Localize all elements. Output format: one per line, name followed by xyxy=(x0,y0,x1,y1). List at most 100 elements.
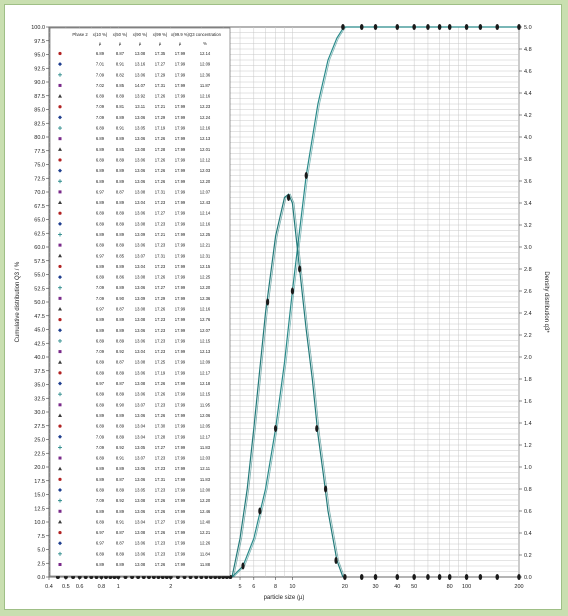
table-cell: 12.36 xyxy=(200,72,211,77)
left-tick-label: 15.0 xyxy=(34,493,45,499)
table-unit: % xyxy=(203,41,207,46)
table-cell: 13.08 xyxy=(135,562,146,567)
table-cell: 17.29 xyxy=(155,115,166,120)
density-marker xyxy=(298,265,302,273)
table-cell: 13.08 xyxy=(135,147,146,152)
table-cell: 8.92 xyxy=(116,349,125,354)
table-cell: 7.09 xyxy=(96,115,105,120)
left-tick-label: 25.0 xyxy=(34,438,45,444)
table-row-marker xyxy=(58,264,62,269)
table-cell: 13.05 xyxy=(135,487,146,492)
table-cell: 13.06 xyxy=(135,509,146,514)
table-cell: 17.99 xyxy=(175,168,186,173)
table-cell: 17.99 xyxy=(175,328,186,333)
table-header: x(99.9 %) xyxy=(171,32,190,37)
cumulative-marker xyxy=(290,287,295,295)
table-cell: 6.89 xyxy=(96,466,105,471)
table-cell: 17.99 xyxy=(175,413,186,418)
table-cell: 17.99 xyxy=(175,51,186,56)
table-row-marker xyxy=(58,62,62,67)
table-cell: 8.89 xyxy=(116,168,125,173)
table-cell: 12.21 xyxy=(200,243,211,248)
table-cell: 12.11 xyxy=(200,466,211,471)
table-cell: 6.89 xyxy=(96,562,105,567)
table-cell: 14.07 xyxy=(135,83,146,88)
left-tick-label: 20.0 xyxy=(34,465,45,471)
table-cell: 13.06 xyxy=(135,541,146,546)
table-cell: 17.99 xyxy=(175,381,186,386)
table-cell: 13.07 xyxy=(135,456,146,461)
table-cell: 12.18 xyxy=(200,381,211,386)
table-cell: 8.87 xyxy=(116,381,125,386)
table-cell: 17.28 xyxy=(155,434,166,439)
table-cell: 13.06 xyxy=(135,168,146,173)
table-row-marker xyxy=(58,285,62,290)
table-cell: 6.89 xyxy=(96,179,105,184)
table-cell: 13.06 xyxy=(135,211,146,216)
table-row-marker xyxy=(58,328,62,333)
table-cell: 6.89 xyxy=(96,232,105,237)
table-cell: 8.89 xyxy=(116,285,125,290)
table-cell: 13.08 xyxy=(135,381,146,386)
table-cell: 17.99 xyxy=(175,392,186,397)
table-cell: 17.99 xyxy=(175,253,186,258)
table-cell: 17.26 xyxy=(155,275,166,280)
table-row-marker xyxy=(58,456,62,460)
table-cell: 12.20 xyxy=(200,179,211,184)
bottom-marker xyxy=(447,574,452,580)
right-tick-label: 1.8 xyxy=(524,377,532,383)
table-cell: 17.99 xyxy=(175,179,186,184)
table-cell: 17.26 xyxy=(155,307,166,312)
top-marker xyxy=(437,24,442,30)
table-row-marker xyxy=(58,221,62,226)
table-cell: 8.85 xyxy=(116,253,125,258)
table-cell: 17.99 xyxy=(175,62,186,67)
table-row-marker xyxy=(58,83,62,87)
table-cell: 17.26 xyxy=(155,562,166,567)
table-unit: µ xyxy=(119,41,122,46)
left-tick-label: 45.0 xyxy=(34,328,45,334)
table-cell: 6.89 xyxy=(96,126,105,131)
table-cell: 6.89 xyxy=(96,509,105,514)
table-cell: 17.99 xyxy=(175,104,186,109)
table-cell: 6.89 xyxy=(96,424,105,429)
x-tick-label: 0.4 xyxy=(45,584,53,590)
table-row-marker xyxy=(58,509,62,513)
table-row-marker xyxy=(58,190,62,194)
left-tick-label: 97.5 xyxy=(34,39,45,45)
table-cell: 13.08 xyxy=(135,189,146,194)
table-cell: 6.89 xyxy=(96,519,105,524)
table-cell: 17.27 xyxy=(155,211,166,216)
table-row-marker xyxy=(58,200,62,205)
table-cell: 8.91 xyxy=(116,126,125,131)
table-cell: 8.87 xyxy=(116,360,125,365)
table-cell: 17.31 xyxy=(155,477,166,482)
table-cell: 8.89 xyxy=(116,264,125,269)
right-tick-label: 0.0 xyxy=(524,575,532,581)
table-row-marker xyxy=(58,179,62,184)
table-cell: 13.06 xyxy=(135,136,146,141)
bottom-marker xyxy=(343,574,347,580)
table-cell: 13.06 xyxy=(135,328,146,333)
table-cell: 17.26 xyxy=(155,168,166,173)
table-cell: 13.06 xyxy=(135,413,146,418)
left-tick-label: 80.0 xyxy=(34,135,45,141)
table-cell: 13.11 xyxy=(135,104,146,109)
table-row-marker xyxy=(58,434,62,439)
left-tick-label: 90.0 xyxy=(34,80,45,86)
density-marker xyxy=(334,557,338,564)
left-tick-label: 7.5 xyxy=(37,534,45,540)
table-cell: 7.09 xyxy=(96,72,105,77)
x-tick-label: 200 xyxy=(514,584,523,590)
table-cell: 12.76 xyxy=(200,317,211,322)
table-cell: 17.99 xyxy=(175,456,186,461)
table-cell: 12.17 xyxy=(200,370,211,375)
table-cell: 17.99 xyxy=(175,221,186,226)
right-tick-label: 4.8 xyxy=(524,47,532,53)
table-header: x(99 %) xyxy=(153,32,168,37)
table-cell: 8.86 xyxy=(116,275,125,280)
bottom-marker xyxy=(464,574,469,580)
left-tick-label: 35.0 xyxy=(34,383,45,389)
table-cell: 12.36 xyxy=(200,296,211,301)
table-cell: 8.89 xyxy=(116,562,125,567)
